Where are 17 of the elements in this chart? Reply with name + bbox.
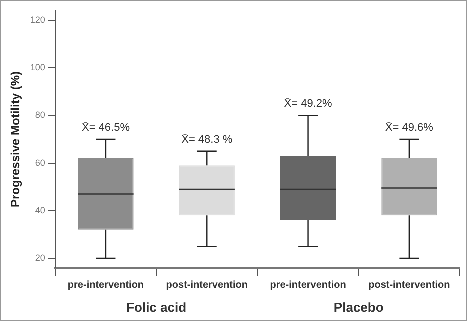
x-tick-label: pre-intervention [270,280,346,291]
text: Placebo [334,300,384,315]
annotation: X̄= 49.6% [385,121,434,134]
annotation: X̄= 49.2% [284,98,332,110]
annotation: X̄= 48.3 % [182,133,233,146]
y-tick-label: 60 [35,158,46,168]
x-tick-label: post-intervention [368,280,450,291]
x-tick-label: post-intervention [166,280,248,291]
annotation: X̄= 46.5% [82,121,130,134]
text: Folic acid [126,300,187,315]
y-tick-label: 100 [30,62,46,73]
y-axis-title: Progressive Motility (%) [8,71,23,208]
x-tick-label: pre-intervention [68,280,144,291]
y-tick-label: 40 [35,205,46,216]
y-tick-label: 20 [35,252,46,263]
y-tick-label: 80 [35,110,46,120]
y-tick-label: 120 [30,15,46,26]
